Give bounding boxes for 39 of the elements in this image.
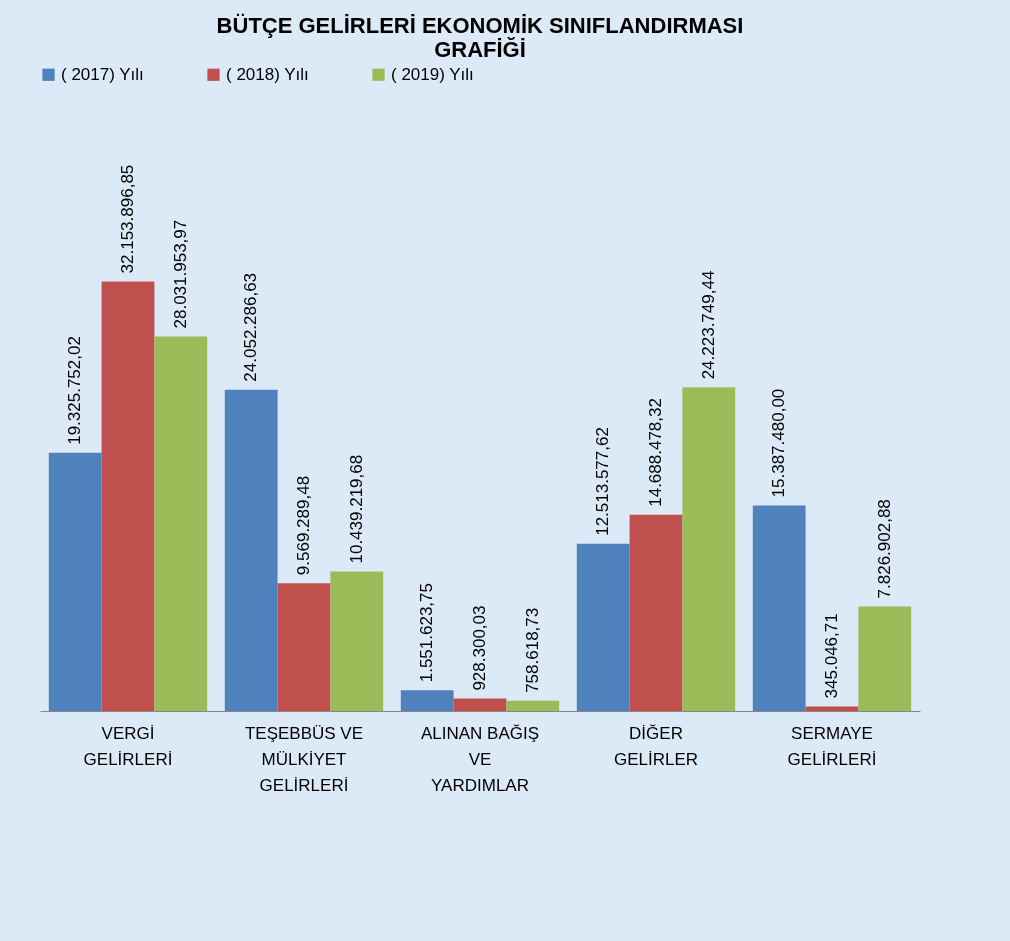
bar — [805, 706, 859, 711]
data-label: 24.052.286,63 — [241, 272, 261, 382]
data-label: 24.223.749,44 — [698, 270, 718, 380]
bar — [858, 606, 912, 711]
data-label: 32.153.896,85 — [118, 164, 137, 274]
x-tick-label: SERMAYE GELİRLERİ — [787, 723, 877, 769]
bar — [154, 336, 208, 711]
bar — [629, 514, 683, 711]
bar — [576, 543, 630, 711]
data-label: 14.688.478,32 — [646, 398, 665, 507]
bar — [101, 281, 155, 711]
bar — [506, 700, 560, 711]
bar — [682, 387, 736, 711]
bar — [752, 505, 806, 711]
data-label: 15.387.480,00 — [769, 388, 789, 498]
bar — [330, 571, 384, 711]
legend-label: ( 2017) Yılı — [61, 64, 144, 84]
x-tick-label: DİĞER GELİRLER — [613, 723, 699, 769]
bar — [400, 690, 454, 711]
bar — [453, 698, 507, 711]
bar — [277, 583, 331, 711]
chart-title: BÜTÇE GELİRLERİ EKONOMİK SINIFLANDIRMASI GRAFİĞİ — [216, 13, 744, 62]
data-label: 928.300,03 — [470, 605, 489, 691]
data-label: 7.826.902,88 — [874, 499, 894, 599]
x-tick-label: TEŞEBBÜS VE MÜLKİYET GELİRLERİ — [244, 723, 364, 795]
data-label: 9.569.289,48 — [294, 475, 313, 576]
data-label: 1.551.623,75 — [417, 583, 437, 683]
legend-label: ( 2019) Yılı — [391, 64, 474, 84]
data-label: 345.046,71 — [822, 613, 841, 699]
legend-label: ( 2018) Yılı — [226, 64, 309, 84]
data-label: 10.439.219,68 — [346, 454, 366, 564]
data-label: 12.513.577,62 — [593, 427, 613, 536]
bar — [224, 389, 278, 711]
bar — [48, 452, 102, 711]
data-label: 758.618,73 — [522, 607, 542, 693]
x-tick-label: ALINAN BAĞIŞ VE YARDIMLAR — [420, 723, 540, 795]
data-label: 19.325.752,02 — [65, 336, 85, 445]
x-tick-label: VERGİ GELİRLERİ — [83, 723, 173, 769]
data-label: 28.031.953,97 — [170, 219, 190, 329]
